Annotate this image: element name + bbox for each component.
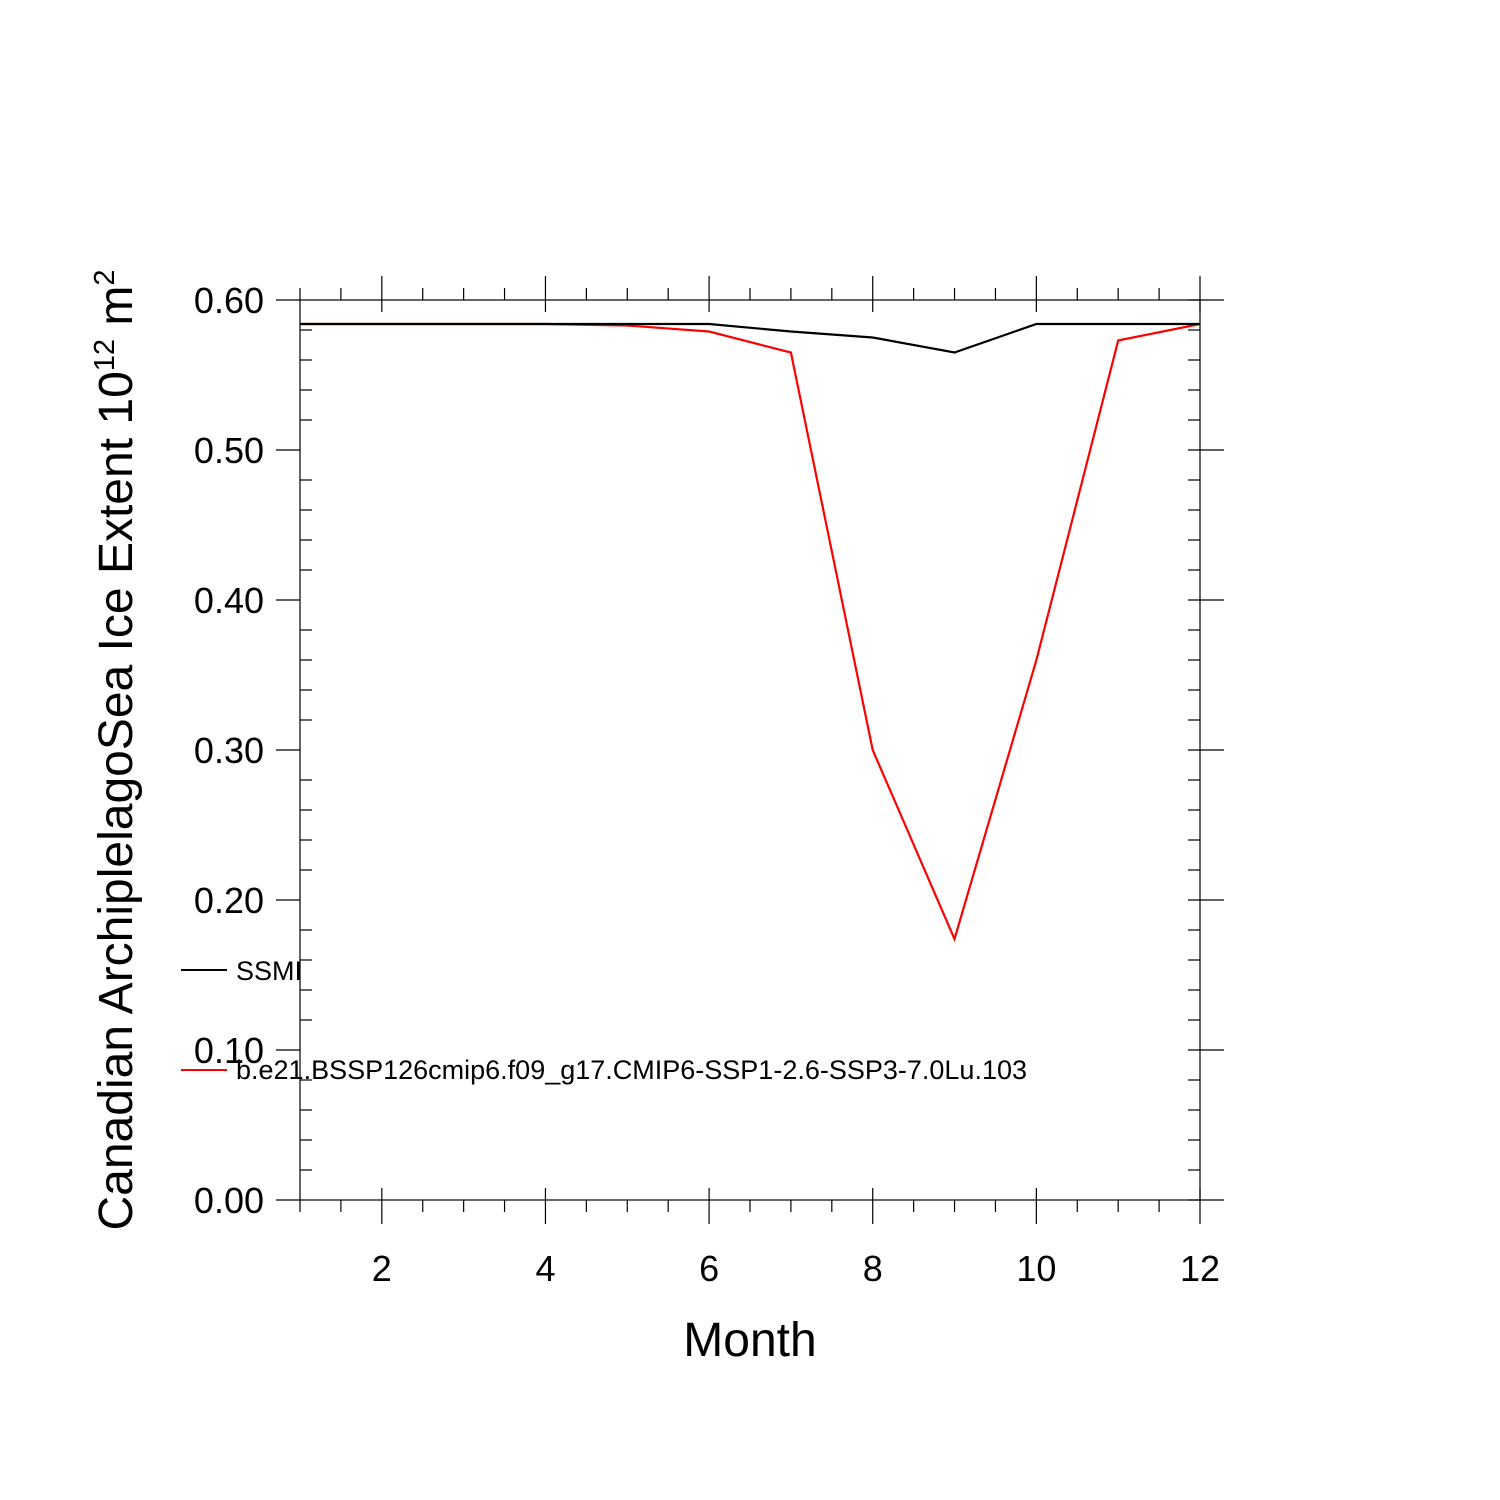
x-tick-label: 10 (1016, 1248, 1056, 1289)
y-tick-label: 0.20 (194, 880, 264, 921)
series-line-ssmi (300, 322, 1200, 354)
y-tick-label: 0.60 (194, 280, 264, 321)
y-axis-title-exponent: 12 (89, 339, 121, 371)
x-tick-label: 8 (863, 1248, 883, 1289)
y-tick-label: 0.00 (194, 1180, 264, 1221)
legend-label-model: b.e21.BSSP126cmip6.f09_g17.CMIP6-SSP1-2.… (236, 1055, 1027, 1085)
plot-frame (299, 299, 1201, 1201)
x-tick-label: 2 (372, 1248, 392, 1289)
y-tick-label: 0.10 (194, 1030, 264, 1071)
y-tick-label: 0.30 (194, 730, 264, 771)
x-tick-label: 6 (699, 1248, 719, 1289)
y-tick-label: 0.40 (194, 580, 264, 621)
tick-labels: 0.00 0.10 0.20 0.30 0.40 0.50 0.60 2 4 6 8 10 12 (194, 280, 1220, 1289)
legend: SSMI b.e21.BSSP126cmip6.f09_g17.CMIP6-SS… (181, 956, 1027, 1085)
y-axis-title-main: Canadian ArchiplelagoSea Ice Extent 10 (90, 371, 143, 1230)
x-tick-label: 12 (1180, 1248, 1220, 1289)
axis-ticks (276, 276, 1224, 1224)
y-axis-title-unit: m (90, 286, 143, 339)
y-axis-title: Canadian ArchiplelagoSea Ice Extent 1012… (89, 270, 143, 1231)
y-tick-label: 0.50 (194, 430, 264, 471)
y-axis-title-unit-exponent: 2 (89, 270, 121, 286)
legend-label-ssmi: SSMI (236, 956, 302, 986)
series-line-model (300, 322, 1201, 943)
x-axis-title: Month (683, 1314, 816, 1367)
series-layer (300, 322, 1201, 943)
x-tick-label: 4 (535, 1248, 555, 1289)
